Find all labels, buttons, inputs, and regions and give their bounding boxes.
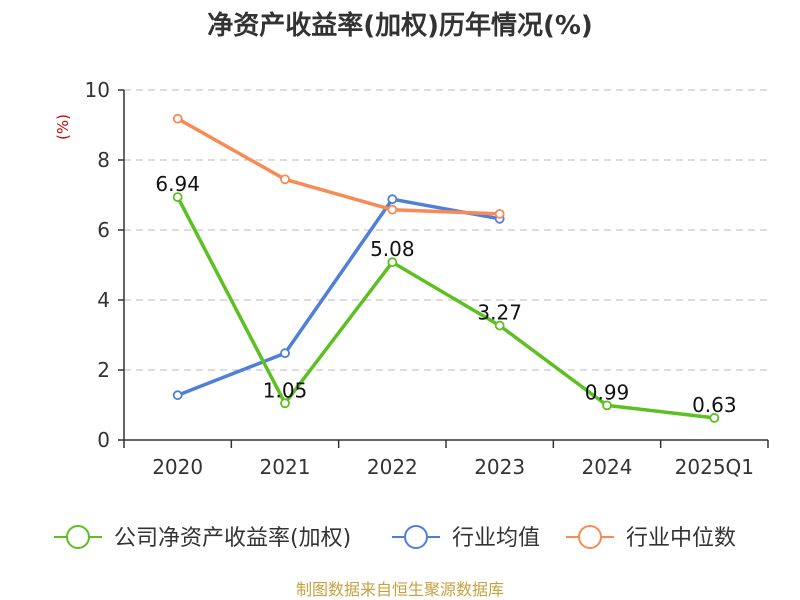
data-label: 5.08 <box>370 237 415 261</box>
data-label: 0.63 <box>692 393 737 417</box>
data-point[interactable] <box>387 194 398 205</box>
legend-item-1[interactable]: 行业均值 <box>392 525 540 551</box>
y-tick-label: 0 <box>97 428 110 452</box>
data-point[interactable] <box>602 400 612 411</box>
data-point[interactable] <box>172 113 183 124</box>
y-tick-label: 10 <box>85 78 110 102</box>
data-point[interactable] <box>280 398 290 409</box>
x-tick-label: 2021 <box>260 455 311 479</box>
data-point[interactable] <box>172 192 183 203</box>
data-point[interactable] <box>280 348 290 359</box>
y-axis-unit: (%) <box>54 114 72 140</box>
data-point[interactable] <box>280 174 290 185</box>
series-line-0[interactable] <box>176 196 715 420</box>
data-point[interactable] <box>387 204 398 215</box>
data-point[interactable] <box>494 208 505 219</box>
x-tick-label: 2025Q1 <box>675 455 754 479</box>
legend-label: 公司净资产收益率(加权) <box>114 526 351 551</box>
x-tick-label: 2020 <box>152 455 203 479</box>
legend-marker <box>578 525 602 549</box>
data-label: 3.27 <box>477 301 522 325</box>
legend-label: 行业均值 <box>452 526 540 551</box>
data-point[interactable] <box>172 390 183 401</box>
series-line-1[interactable] <box>177 197 501 397</box>
chart-title: 净资产收益率(加权)历年情况(%) <box>207 10 593 41</box>
legend-item-2[interactable]: 行业中位数 <box>566 525 736 551</box>
series-line-2[interactable] <box>176 117 500 216</box>
data-point[interactable] <box>387 257 398 268</box>
legend-marker <box>66 525 90 549</box>
series-lines <box>172 113 720 423</box>
legend-label: 行业中位数 <box>626 526 736 551</box>
legend[interactable]: 公司净资产收益率(加权) 行业均值 行业中位数 <box>54 525 736 551</box>
y-tick-label: 8 <box>97 148 110 172</box>
data-point[interactable] <box>494 320 505 331</box>
legend-marker <box>404 525 428 549</box>
data-point[interactable] <box>709 413 720 423</box>
y-tick-label: 2 <box>97 358 110 382</box>
grid-lines <box>124 89 768 371</box>
data-source-note: 制图数据来自恒生聚源数据库 <box>296 580 504 599</box>
y-tick-label: 4 <box>97 288 110 312</box>
x-tick-label: 2022 <box>367 455 418 479</box>
legend-item-0[interactable]: 公司净资产收益率(加权) <box>54 525 351 551</box>
x-tick-label: 2023 <box>474 455 525 479</box>
data-label: 0.99 <box>585 380 630 404</box>
data-label: 6.94 <box>155 172 200 196</box>
data-labels: 6.94 1.05 5.08 3.27 0.99 0.63 <box>155 172 736 417</box>
x-tick-label: 2024 <box>582 455 633 479</box>
axes: 0 2 4 6 8 10 2020 2021 2022 2023 2024 2025Q1 <box>85 78 769 479</box>
y-tick-label: 6 <box>97 218 110 242</box>
data-label: 1.05 <box>263 378 308 402</box>
